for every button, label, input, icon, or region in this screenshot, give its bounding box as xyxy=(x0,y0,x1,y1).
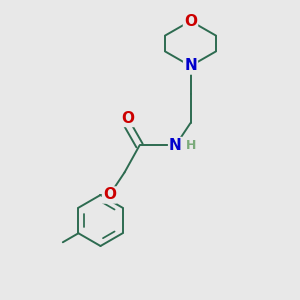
Text: O: O xyxy=(121,111,134,126)
Text: N: N xyxy=(169,138,182,153)
Text: N: N xyxy=(184,58,197,74)
Text: H: H xyxy=(186,139,196,152)
Text: O: O xyxy=(184,14,197,28)
Text: O: O xyxy=(103,188,116,202)
